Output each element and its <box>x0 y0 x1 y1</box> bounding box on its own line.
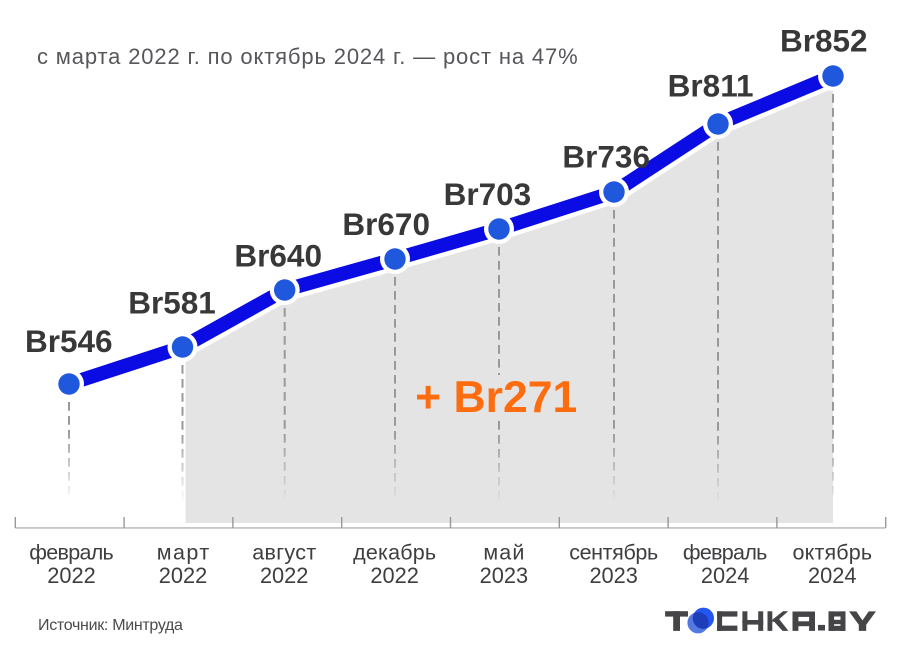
svg-text:сентябрь: сентябрь <box>569 541 658 565</box>
svg-text:май: май <box>483 541 524 565</box>
svg-text:2022: 2022 <box>260 563 309 588</box>
svg-text:2022: 2022 <box>370 563 419 588</box>
svg-text:март: март <box>157 541 210 565</box>
svg-text:Br546: Br546 <box>25 323 113 359</box>
svg-text:с марта 2022 г. по октябрь 202: с марта 2022 г. по октябрь 2024 г. — рос… <box>37 44 579 69</box>
svg-text:Br670: Br670 <box>342 206 430 242</box>
svg-text:Br811: Br811 <box>668 68 754 104</box>
svg-text:2023: 2023 <box>589 563 638 588</box>
svg-text:Br736: Br736 <box>562 139 650 175</box>
svg-text:2022: 2022 <box>159 563 208 588</box>
svg-text:2022: 2022 <box>47 563 96 588</box>
svg-text:2024: 2024 <box>808 563 857 588</box>
svg-text:Br703: Br703 <box>444 176 532 212</box>
svg-text:Br640: Br640 <box>234 238 322 274</box>
svg-text:Br581: Br581 <box>128 285 216 321</box>
svg-text:2024: 2024 <box>701 563 750 588</box>
svg-text:+ Br271: + Br271 <box>415 373 577 422</box>
svg-text:2023: 2023 <box>480 563 529 588</box>
svg-text:Br852: Br852 <box>780 23 868 59</box>
svg-text:август: август <box>252 541 316 565</box>
svg-text:октябрь: октябрь <box>793 541 873 565</box>
svg-text:февраль: февраль <box>683 541 768 565</box>
svg-text:февраль: февраль <box>29 541 114 565</box>
svg-text:Источник: Минтруда: Источник: Минтруда <box>38 617 183 634</box>
svg-text:декабрь: декабрь <box>353 541 436 565</box>
